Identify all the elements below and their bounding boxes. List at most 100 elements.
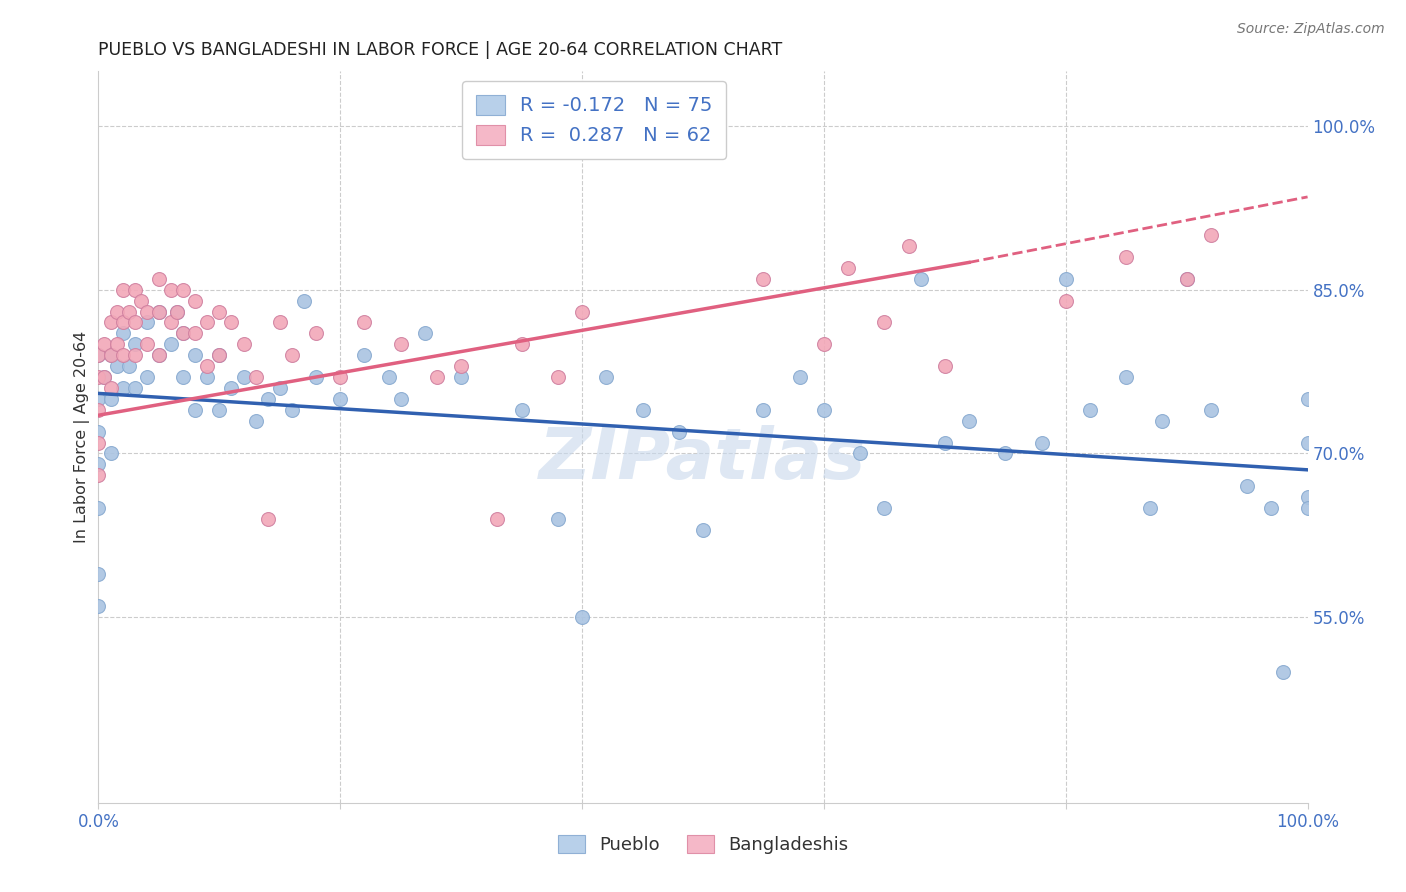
Point <box>873 501 896 516</box>
Point <box>100 381 122 395</box>
Point <box>172 326 194 341</box>
Point <box>166 304 188 318</box>
Point <box>160 283 183 297</box>
Point <box>105 337 128 351</box>
Point <box>837 260 859 275</box>
Point <box>195 359 218 373</box>
Point <box>256 512 278 526</box>
Point <box>1199 228 1222 243</box>
Point <box>426 370 449 384</box>
Point <box>595 370 617 384</box>
Point <box>148 304 170 318</box>
Point <box>208 348 231 362</box>
Point <box>547 512 569 526</box>
Point <box>1272 665 1295 679</box>
Point <box>87 392 110 406</box>
Point <box>1115 250 1137 264</box>
Point <box>281 402 304 417</box>
Point <box>208 348 231 362</box>
Point <box>1175 272 1198 286</box>
Point <box>1296 392 1319 406</box>
Point <box>87 370 110 384</box>
Point <box>1175 272 1198 286</box>
Y-axis label: In Labor Force | Age 20-64: In Labor Force | Age 20-64 <box>75 331 90 543</box>
Point <box>87 501 110 516</box>
Point <box>184 402 207 417</box>
Point <box>195 370 218 384</box>
Point <box>100 392 122 406</box>
Point <box>305 370 328 384</box>
Point <box>148 304 170 318</box>
Point <box>813 337 835 351</box>
Point <box>789 370 811 384</box>
Point <box>100 348 122 362</box>
Text: PUEBLO VS BANGLADESHI IN LABOR FORCE | AGE 20-64 CORRELATION CHART: PUEBLO VS BANGLADESHI IN LABOR FORCE | A… <box>98 41 783 59</box>
Point <box>124 381 146 395</box>
Point <box>87 348 110 362</box>
Point <box>148 272 170 286</box>
Point <box>87 402 110 417</box>
Point <box>129 293 152 308</box>
Point <box>377 370 399 384</box>
Point <box>1296 490 1319 504</box>
Point <box>1152 414 1174 428</box>
Point <box>135 337 157 351</box>
Point <box>87 425 110 439</box>
Point <box>510 402 533 417</box>
Point <box>1296 501 1319 516</box>
Point <box>93 370 115 384</box>
Point <box>111 381 134 395</box>
Point <box>813 402 835 417</box>
Point <box>135 315 157 329</box>
Point <box>87 599 110 614</box>
Point <box>111 315 134 329</box>
Point <box>873 315 896 329</box>
Point <box>450 370 472 384</box>
Point <box>1260 501 1282 516</box>
Point <box>232 337 254 351</box>
Point <box>910 272 932 286</box>
Point <box>752 402 775 417</box>
Point <box>184 326 207 341</box>
Point <box>208 402 231 417</box>
Point <box>547 370 569 384</box>
Point <box>353 315 375 329</box>
Point <box>105 304 128 318</box>
Point <box>93 337 115 351</box>
Legend: Pueblo, Bangladeshis: Pueblo, Bangladeshis <box>546 822 860 867</box>
Point <box>184 348 207 362</box>
Point <box>232 370 254 384</box>
Point <box>849 446 872 460</box>
Point <box>994 446 1017 460</box>
Point <box>184 293 207 308</box>
Point <box>329 392 352 406</box>
Point <box>934 359 956 373</box>
Point <box>692 523 714 537</box>
Point <box>160 315 183 329</box>
Point <box>111 283 134 297</box>
Point <box>245 414 267 428</box>
Point <box>668 425 690 439</box>
Point <box>172 326 194 341</box>
Point <box>1054 272 1077 286</box>
Point <box>172 283 194 297</box>
Point <box>195 315 218 329</box>
Point <box>281 348 304 362</box>
Point <box>329 370 352 384</box>
Point <box>148 348 170 362</box>
Point <box>510 337 533 351</box>
Point <box>221 381 243 395</box>
Point <box>934 435 956 450</box>
Text: Source: ZipAtlas.com: Source: ZipAtlas.com <box>1237 22 1385 37</box>
Point <box>208 304 231 318</box>
Point <box>957 414 980 428</box>
Point <box>135 370 157 384</box>
Point <box>100 315 122 329</box>
Point <box>1054 293 1077 308</box>
Point <box>752 272 775 286</box>
Point <box>1031 435 1053 450</box>
Point <box>87 458 110 472</box>
Point <box>389 392 412 406</box>
Point <box>135 304 157 318</box>
Point <box>111 348 134 362</box>
